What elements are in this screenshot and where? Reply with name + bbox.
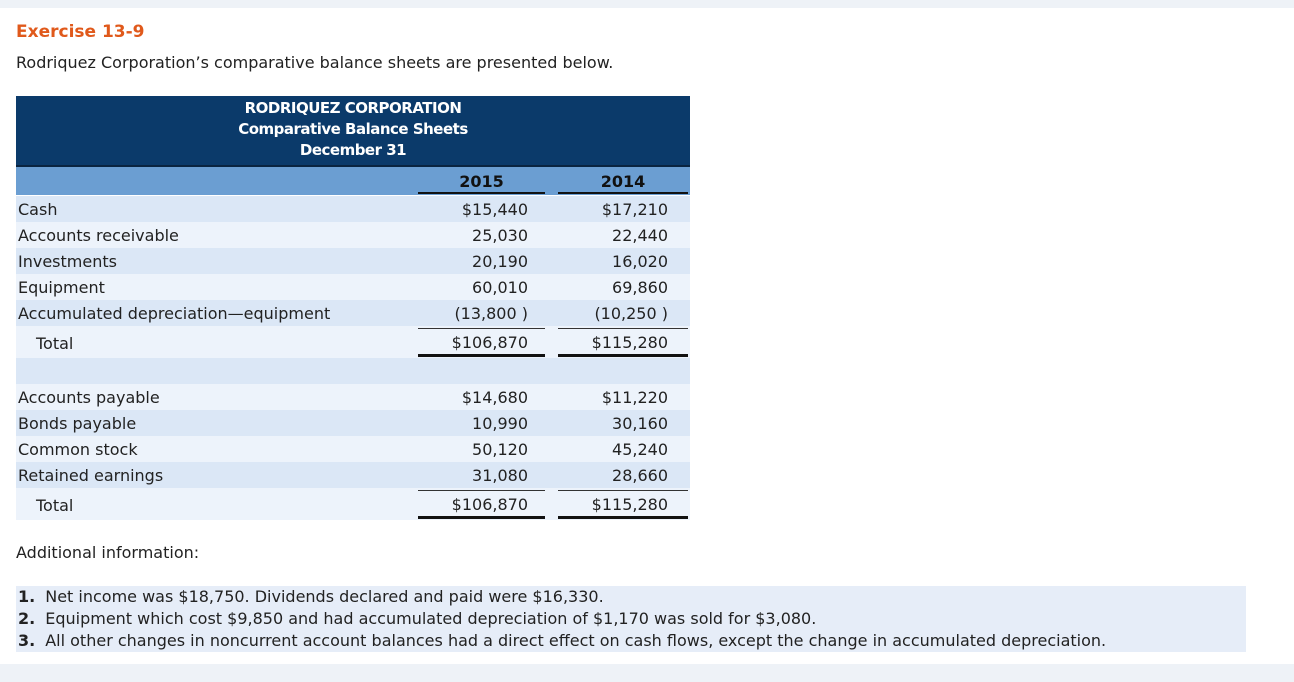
row-value: 28,660 bbox=[612, 466, 668, 485]
note-number: 3. bbox=[18, 631, 36, 650]
total-value: $106,870 bbox=[451, 333, 528, 352]
column-header-row: 2015 2014 bbox=[16, 167, 690, 195]
total-line-bottom bbox=[418, 354, 545, 357]
table-row: Accounts receivable 25,030 22,440 bbox=[16, 222, 690, 248]
row-label: Bonds payable bbox=[18, 414, 137, 433]
table-title-line: RODRIQUEZ CORPORATION bbox=[244, 99, 462, 117]
row-value: 20,190 bbox=[472, 252, 528, 271]
total-row: Total $106,870 $115,280 bbox=[16, 488, 690, 520]
table-header: RODRIQUEZ CORPORATION Comparative Balance… bbox=[16, 96, 690, 167]
table-title-line: Comparative Balance Sheets bbox=[238, 120, 468, 138]
spacer-row bbox=[16, 358, 690, 384]
table-row: Cash $15,440 $17,210 bbox=[16, 196, 690, 222]
total-line-bottom bbox=[558, 516, 688, 519]
row-value: 10,990 bbox=[472, 414, 528, 433]
note-text: All other changes in noncurrent account … bbox=[45, 631, 1107, 650]
column-underline bbox=[418, 192, 545, 194]
exercise-title: Exercise 13-9 bbox=[16, 22, 145, 42]
row-label: Cash bbox=[18, 200, 58, 219]
table-row: Bonds payable 10,990 30,160 bbox=[16, 410, 690, 436]
total-line-top bbox=[418, 328, 545, 329]
total-line-bottom bbox=[558, 354, 688, 357]
total-label: Total bbox=[36, 334, 74, 353]
row-label: Retained earnings bbox=[18, 466, 164, 485]
note-text: Net income was $18,750. Dividends declar… bbox=[45, 587, 604, 606]
row-value: (13,800 ) bbox=[454, 304, 528, 323]
table-row: Investments 20,190 16,020 bbox=[16, 248, 690, 274]
table-row: Retained earnings 31,080 28,660 bbox=[16, 462, 690, 488]
total-label: Total bbox=[36, 496, 74, 515]
row-label: Common stock bbox=[18, 440, 138, 459]
note-number: 1. bbox=[18, 587, 36, 606]
row-value: 31,080 bbox=[472, 466, 528, 485]
total-line-top bbox=[558, 490, 688, 491]
total-row: Total $106,870 $115,280 bbox=[16, 326, 690, 358]
total-value: $115,280 bbox=[591, 333, 668, 352]
column-header: 2015 bbox=[459, 172, 504, 191]
row-value: 22,440 bbox=[612, 226, 668, 245]
total-line-top bbox=[558, 328, 688, 329]
row-value: 45,240 bbox=[612, 440, 668, 459]
table-row: Accumulated depreciation—equipment (13,80… bbox=[16, 300, 690, 326]
row-value: $17,210 bbox=[601, 200, 668, 219]
row-value: $11,220 bbox=[601, 388, 668, 407]
note-item: 2. Equipment which cost $9,850 and had ac… bbox=[16, 608, 1246, 630]
row-value: 16,020 bbox=[612, 252, 668, 271]
column-underline bbox=[558, 192, 688, 194]
total-value: $106,870 bbox=[451, 495, 528, 514]
row-label: Accounts payable bbox=[18, 388, 160, 407]
note-number: 2. bbox=[18, 609, 36, 628]
note-item: 3. All other changes in noncurrent accoun… bbox=[16, 630, 1246, 652]
total-line-top bbox=[418, 490, 545, 491]
column-header: 2014 bbox=[600, 172, 646, 191]
additional-heading: Additional information: bbox=[16, 543, 200, 562]
table-row: Accounts payable $14,680 $11,220 bbox=[16, 384, 690, 410]
row-label: Accumulated depreciation—equipment bbox=[18, 304, 331, 323]
row-value: 69,860 bbox=[612, 278, 668, 297]
row-label: Accounts receivable bbox=[18, 226, 179, 245]
table-row: Equipment 60,010 69,860 bbox=[16, 274, 690, 300]
row-value: 50,120 bbox=[472, 440, 528, 459]
table-title-line: December 31 bbox=[299, 141, 407, 159]
note-item: 1. Net income was $18,750. Dividends decl… bbox=[16, 586, 1246, 608]
row-value: $14,680 bbox=[461, 388, 528, 407]
total-line-bottom bbox=[418, 516, 545, 519]
row-value: (10,250 ) bbox=[594, 304, 668, 323]
row-label: Investments bbox=[18, 252, 117, 271]
notes-list: 1. Net income was $18,750. Dividends decl… bbox=[16, 586, 1246, 652]
total-value: $115,280 bbox=[591, 495, 668, 514]
row-value: $15,440 bbox=[461, 200, 528, 219]
row-value: 60,010 bbox=[472, 278, 528, 297]
intro-text: Rodriquez Corporation’s comparative bala… bbox=[16, 53, 614, 72]
table-row: Common stock 50,120 45,240 bbox=[16, 436, 690, 462]
row-label: Equipment bbox=[18, 278, 105, 297]
exercise-panel: Exercise 13-9 Rodriquez Corporation’s co… bbox=[0, 8, 1294, 664]
row-value: 25,030 bbox=[472, 226, 528, 245]
row-value: 30,160 bbox=[612, 414, 668, 433]
note-text: Equipment which cost $9,850 and had accu… bbox=[45, 609, 817, 628]
